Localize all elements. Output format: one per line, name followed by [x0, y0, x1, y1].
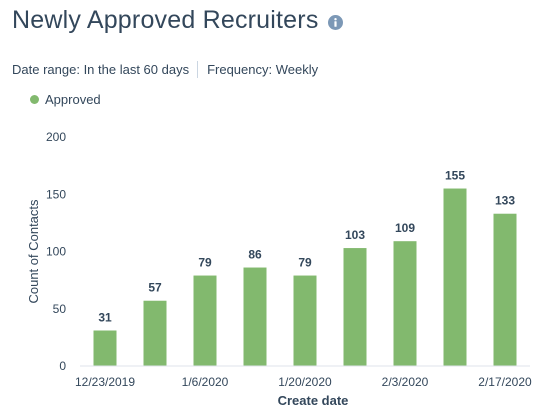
bar[interactable]: [193, 275, 217, 366]
bar[interactable]: [143, 300, 167, 366]
y-tick-label: 150: [46, 187, 66, 201]
chart-legend[interactable]: Approved: [30, 92, 101, 107]
frequency-filter[interactable]: Frequency: Weekly: [207, 62, 318, 77]
data-label: 109: [395, 221, 415, 235]
frequency-value: Weekly: [275, 62, 319, 77]
x-axis-title: Create date: [278, 393, 349, 408]
data-label: 133: [495, 194, 515, 208]
data-label: 57: [148, 281, 162, 295]
y-tick-label: 0: [59, 359, 66, 373]
bar[interactable]: [393, 241, 417, 366]
bar[interactable]: [293, 275, 317, 366]
data-label: 79: [298, 256, 312, 270]
y-tick-label: 100: [46, 245, 66, 259]
date-range-value: In the last 60 days: [83, 62, 190, 77]
data-label: 103: [345, 228, 365, 242]
date-range-filter[interactable]: Date range: In the last 60 days: [12, 62, 189, 77]
y-tick-label: 50: [53, 302, 67, 316]
date-range-label: Date range:: [12, 62, 80, 77]
data-label: 155: [445, 169, 465, 183]
filter-divider: [197, 61, 199, 78]
x-tick-label: 2/17/2020: [478, 375, 532, 389]
x-tick-label: 12/23/2019: [75, 375, 135, 389]
x-tick-label: 1/20/2020: [278, 375, 332, 389]
y-axis-title: Count of Contacts: [26, 199, 41, 304]
y-tick-label: 200: [46, 130, 66, 144]
report-title: Newly Approved Recruiters: [12, 6, 319, 34]
frequency-label: Frequency:: [207, 62, 273, 77]
x-tick-label: 2/3/2020: [382, 375, 429, 389]
bar[interactable]: [243, 267, 267, 366]
info-icon[interactable]: [327, 15, 343, 30]
bar[interactable]: [93, 330, 117, 366]
data-label: 86: [248, 248, 262, 262]
x-tick-label: 1/6/2020: [182, 375, 229, 389]
bar[interactable]: [493, 213, 517, 366]
data-label: 79: [198, 256, 212, 270]
title-row: Newly Approved Recruiters: [12, 6, 343, 35]
report-filters: Date range: In the last 60 days Frequenc…: [12, 61, 318, 78]
bar[interactable]: [343, 248, 367, 366]
data-label: 31: [98, 311, 112, 325]
legend-swatch: [30, 95, 39, 104]
bar[interactable]: [443, 188, 467, 366]
legend-label: Approved: [45, 92, 101, 107]
